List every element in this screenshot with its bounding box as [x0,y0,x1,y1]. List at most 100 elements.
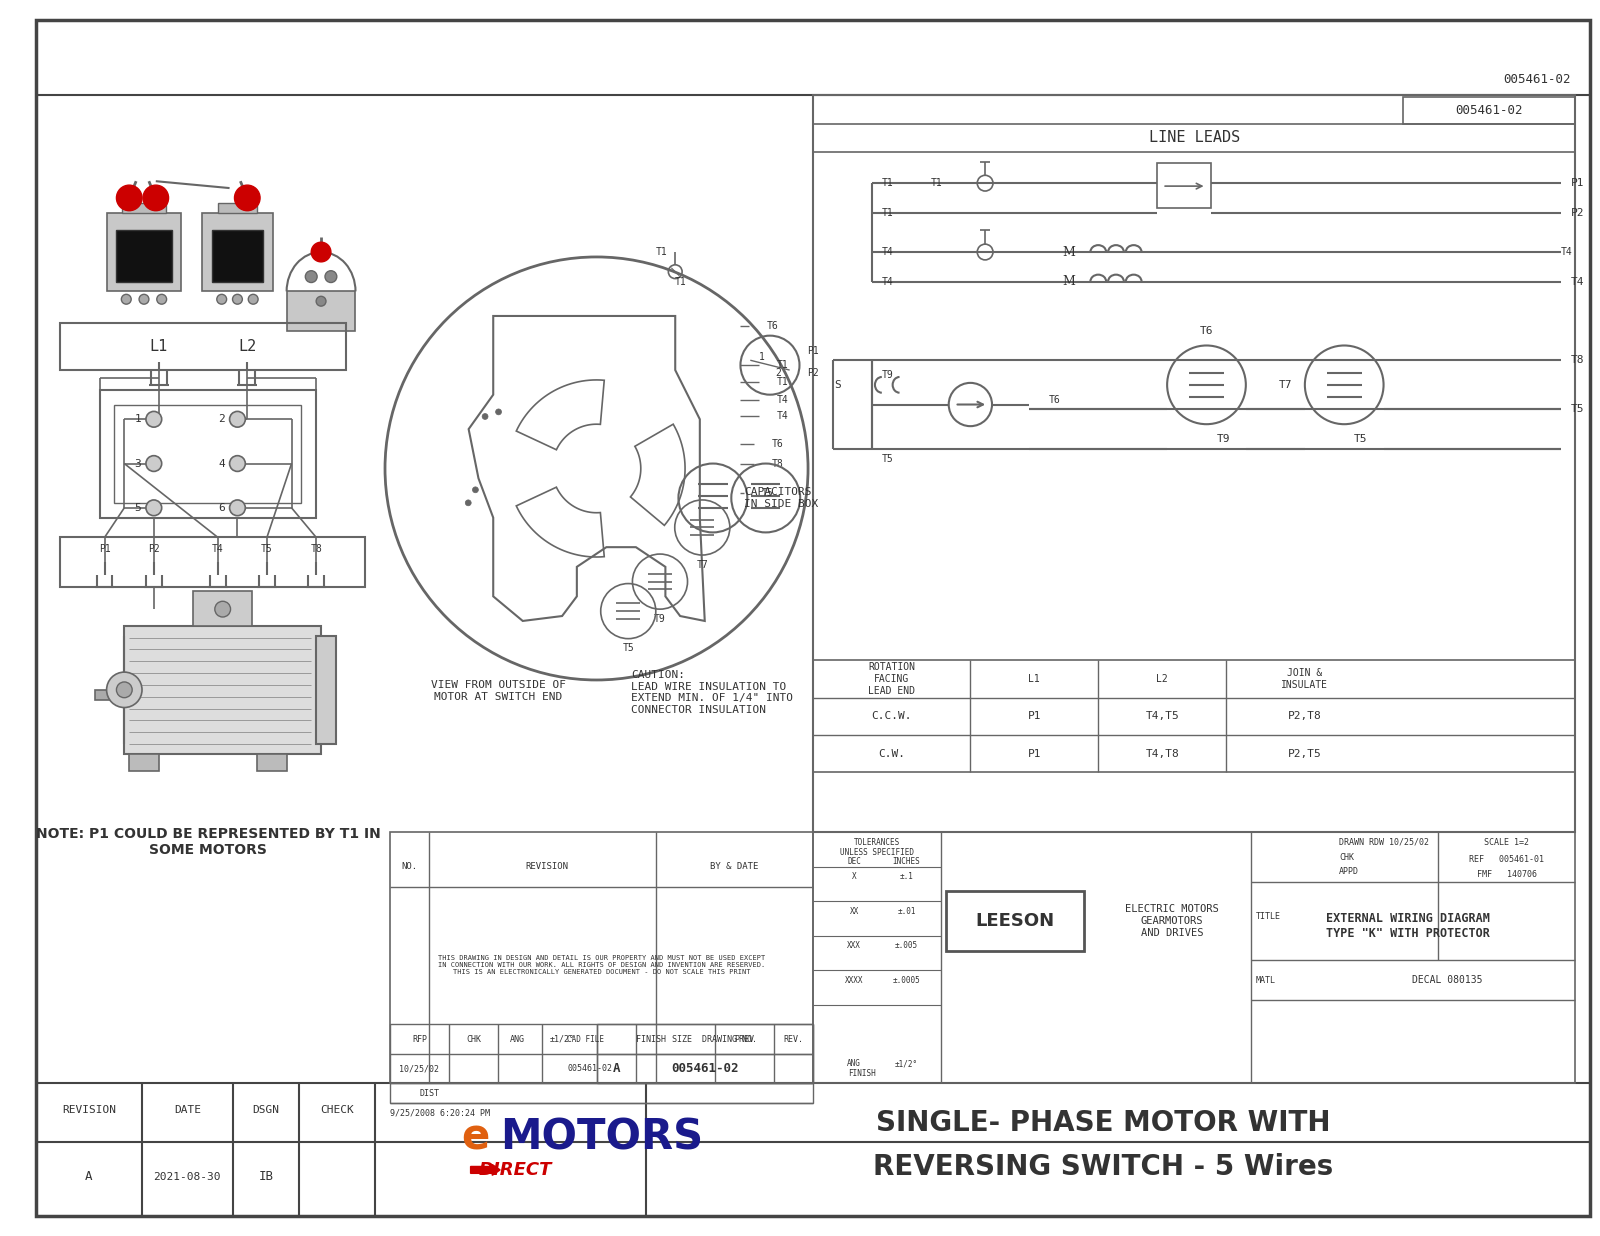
Text: T9: T9 [882,370,893,379]
Text: XX: XX [850,907,859,916]
Text: DEC: DEC [848,858,861,866]
Text: T4,T5: T4,T5 [1146,712,1179,722]
Text: THIS DRAWING IN DESIGN AND DETAIL IS OUR PROPERTY AND MUST NOT BE USED EXCEPT
IN: THIS DRAWING IN DESIGN AND DETAIL IS OUR… [438,955,765,975]
Text: 1: 1 [134,414,141,424]
Text: 1: 1 [758,352,765,362]
Text: XXX: XXX [848,941,861,950]
Text: SINGLE- PHASE MOTOR WITH: SINGLE- PHASE MOTOR WITH [875,1109,1331,1137]
Circle shape [235,185,261,210]
Circle shape [482,414,488,419]
Circle shape [142,185,168,210]
Bar [218,203,258,213]
Bar [813,833,1576,1083]
Circle shape [317,297,326,307]
Circle shape [496,409,501,415]
Text: M: M [1062,246,1075,258]
Text: T1: T1 [882,208,893,218]
Text: T8: T8 [1571,355,1584,366]
Text: P1: P1 [1027,749,1042,759]
Text: T4: T4 [1571,277,1584,287]
Circle shape [312,242,331,262]
Text: CAUTION:
LEAD WIRE INSULATION TO
EXTEND MIN. OF 1/4" INTO
CONNECTOR INSULATION: CAUTION: LEAD WIRE INSULATION TO EXTEND … [630,670,794,714]
Circle shape [146,456,162,471]
Text: DATE: DATE [174,1105,200,1115]
Text: IB: IB [259,1170,274,1183]
Bar [130,754,158,771]
Text: L1: L1 [1029,674,1040,684]
Bar [202,213,274,292]
Text: REVISION: REVISION [526,863,570,871]
Text: P2: P2 [147,544,160,554]
Text: T5: T5 [882,454,893,464]
Text: 005461-02: 005461-02 [670,1062,739,1075]
Text: T7: T7 [1278,379,1291,389]
Circle shape [216,294,227,304]
Text: T6: T6 [771,439,784,449]
Text: LINE LEADS: LINE LEADS [1149,131,1240,146]
Text: T4: T4 [1560,247,1573,257]
Text: T5: T5 [1354,434,1368,444]
Text: FMF   140706: FMF 140706 [1477,870,1536,879]
Text: DECAL 080135: DECAL 080135 [1413,975,1483,985]
Circle shape [306,271,317,283]
Bar [94,690,130,700]
Text: DIRECT: DIRECT [478,1161,552,1179]
Text: T8: T8 [310,544,322,554]
Text: T9: T9 [1216,434,1230,444]
Text: P1: P1 [808,346,819,356]
Text: CHECK: CHECK [320,1105,354,1115]
Text: JOIN &
INSULATE: JOIN & INSULATE [1282,669,1328,690]
Text: ANG: ANG [848,1059,861,1068]
Text: SIZE  DRAWING NO.: SIZE DRAWING NO. [672,1035,757,1043]
Text: 5: 5 [134,503,141,513]
Bar [390,1025,813,1083]
FancyArrow shape [470,1164,501,1175]
Text: EXTERNAL WIRING DIAGRAM
TYPE "K" WITH PROTECTOR: EXTERNAL WIRING DIAGRAM TYPE "K" WITH PR… [1326,912,1490,939]
Text: L2: L2 [1157,674,1168,684]
Text: BY & DATE: BY & DATE [710,863,758,871]
Text: 4: 4 [218,459,226,468]
Text: P1: P1 [1027,712,1042,722]
Text: 10/25/02: 10/25/02 [400,1064,440,1073]
Circle shape [472,487,478,493]
Bar [946,891,1083,950]
Text: FINISH: FINISH [848,1069,877,1078]
Text: T1: T1 [931,178,942,188]
Text: REV.: REV. [784,1035,803,1043]
Circle shape [229,412,245,428]
Text: DIST: DIST [419,1089,440,1098]
Bar [1157,163,1211,208]
Text: LEESON: LEESON [974,912,1054,929]
Text: L2: L2 [238,339,256,353]
Circle shape [146,412,162,428]
Text: T1: T1 [776,377,789,387]
Text: P1: P1 [99,544,110,554]
Text: 2: 2 [774,368,781,378]
Text: TITLE: TITLE [1256,912,1280,921]
Text: A: A [85,1170,93,1183]
Bar [194,592,253,625]
Text: T1: T1 [882,178,893,188]
Text: T5: T5 [1571,404,1584,414]
Text: T4: T4 [776,412,789,421]
Text: TOLERANCES
UNLESS SPECIFIED: TOLERANCES UNLESS SPECIFIED [840,838,914,857]
Bar [117,230,171,282]
Text: 005461-02: 005461-02 [1454,104,1523,117]
Text: INCHES: INCHES [893,858,920,866]
Text: REF   005461-01: REF 005461-01 [1469,854,1544,864]
Text: NO.: NO. [402,863,418,871]
Circle shape [229,499,245,515]
Text: T1: T1 [656,247,667,257]
Bar [61,323,346,370]
Text: T6: T6 [1050,394,1061,404]
Text: T4,T8: T4,T8 [1146,749,1179,759]
Text: ROTATION
FACING
LEAD END: ROTATION FACING LEAD END [869,662,915,696]
Text: T5: T5 [622,644,634,654]
Text: P2,T8: P2,T8 [1288,712,1322,722]
Text: ±.005: ±.005 [894,941,918,950]
Text: 9/25/2008 6:20:24 PM: 9/25/2008 6:20:24 PM [390,1109,490,1117]
Text: REVERSING SWITCH - 5 Wires: REVERSING SWITCH - 5 Wires [874,1153,1333,1180]
Text: P2: P2 [808,368,819,378]
Text: C.W.: C.W. [878,749,906,759]
Circle shape [325,271,338,283]
